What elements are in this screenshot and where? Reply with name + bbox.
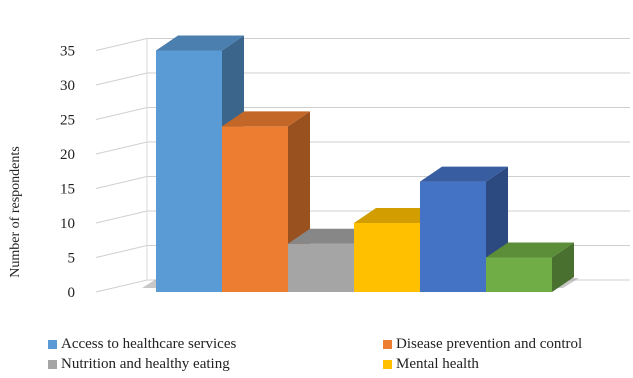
y-tick-label: 35 <box>60 44 75 60</box>
bar-front <box>486 257 552 292</box>
legend-item: Nutrition and healthy eating <box>48 356 230 373</box>
legend-label: Disease prevention and control <box>396 336 583 352</box>
bar-side <box>552 242 574 292</box>
legend-label: Access to healthcare services <box>61 336 237 352</box>
y-tick-label: 30 <box>60 78 75 94</box>
bar-top <box>486 242 574 258</box>
legend-item: Mental health <box>383 356 479 373</box>
bar-top <box>222 111 310 127</box>
legend-swatch <box>383 340 392 349</box>
y-axis-label: Number of respondents <box>8 146 23 277</box>
legend-swatch <box>383 360 392 369</box>
legend: Access to healthcare services Disease pre… <box>0 336 633 378</box>
bar-front <box>222 126 288 293</box>
bar <box>486 242 574 292</box>
y-tick-label: 10 <box>60 216 75 232</box>
legend-label: Nutrition and healthy eating <box>61 356 230 372</box>
bar-top <box>420 166 508 182</box>
legend-label: Mental health <box>396 356 479 372</box>
y-axis-ticks: 0 5 10 15 20 25 30 35 <box>60 44 75 302</box>
y-tick-label: 5 <box>68 251 76 267</box>
bar-front <box>354 223 420 292</box>
y-tick-label: 25 <box>60 113 75 129</box>
legend-item: Access to healthcare services <box>48 336 236 353</box>
y-tick-label: 20 <box>60 147 75 163</box>
legend-swatch <box>48 340 57 349</box>
y-tick-label: 0 <box>68 285 76 301</box>
bar-front <box>288 243 354 292</box>
grid-lines <box>95 38 630 293</box>
legend-item: Disease prevention and control <box>383 336 582 353</box>
bar-front <box>420 181 486 292</box>
bars <box>156 35 574 293</box>
bar <box>420 166 508 292</box>
legend-swatch <box>48 360 57 369</box>
bar-front <box>156 50 222 292</box>
y-tick-label: 15 <box>60 182 75 198</box>
bar-top <box>156 35 244 51</box>
